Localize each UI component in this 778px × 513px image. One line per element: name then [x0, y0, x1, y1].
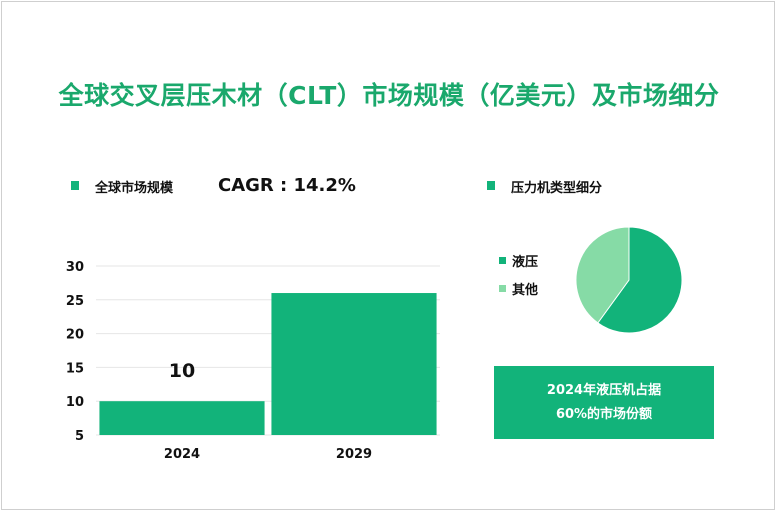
bar-2029	[271, 293, 437, 435]
pie-legend-swatch	[487, 181, 495, 190]
y-tick-label: 25	[66, 294, 84, 309]
bar-data-label: 10	[169, 360, 195, 382]
cagr-label: CAGR : 14.2%	[218, 175, 356, 196]
callout-line-2: 60%的市场份额	[555, 406, 653, 422]
y-tick-label: 10	[66, 395, 84, 410]
y-tick-label: 30	[66, 260, 84, 275]
bar-2024	[99, 401, 265, 435]
pie-legend-entry: 其他	[512, 282, 538, 298]
y-tick-label: 20	[66, 328, 84, 343]
callout-line-1: 2024年液压机占据	[546, 382, 662, 398]
bar-legend-swatch	[71, 181, 79, 190]
pie-legend-entry: 液压	[512, 254, 538, 270]
x-tick-label: 2029	[336, 447, 372, 462]
bar-legend-label: 全球市场规模	[95, 181, 174, 196]
hydraulic-share-callout: 2024年液压机占据 60%的市场份额	[494, 366, 714, 439]
pie-slice-other	[575, 226, 630, 324]
pie-slice-hydraulic	[597, 226, 683, 334]
x-tick-label: 2024	[164, 447, 200, 462]
pie-legend-swatch-0	[499, 257, 506, 264]
page-title: 全球交叉层压木材（CLT）市场规模（亿美元）及市场细分	[58, 81, 720, 110]
pie-legend-label: 压力机类型细分	[511, 181, 603, 196]
y-tick-label: 15	[66, 361, 84, 376]
pie-legend-swatch-1	[499, 285, 506, 292]
y-tick-label: 5	[75, 429, 84, 444]
